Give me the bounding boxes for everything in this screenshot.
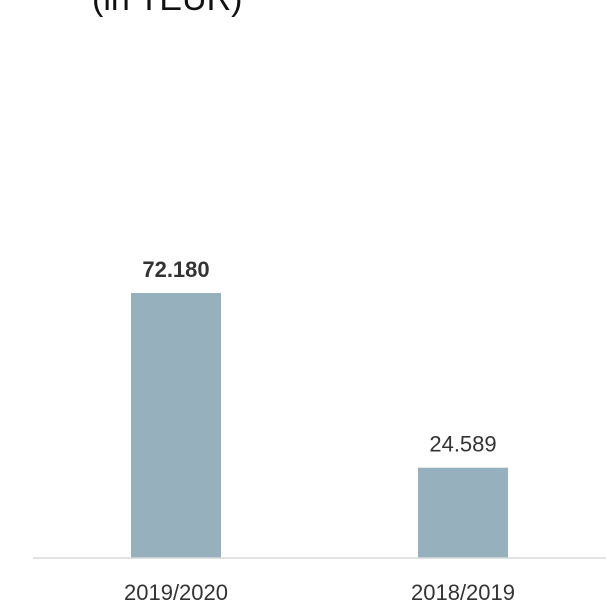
category-label-2018/2019: 2018/2019 — [411, 580, 515, 604]
labels-group: 72.180 2019/2020 24.589 2018/2019 — [124, 257, 515, 604]
category-label-2019/2020: 2019/2020 — [124, 580, 228, 604]
chart-title: (in TEUR) — [92, 0, 243, 16]
bar-2019/2020 — [131, 293, 221, 558]
bars-group — [131, 293, 508, 558]
bar-2018/2019 — [418, 467, 508, 558]
value-label-2018/2019: 24.589 — [429, 432, 496, 457]
value-label-2019/2020: 72.180 — [142, 257, 209, 282]
